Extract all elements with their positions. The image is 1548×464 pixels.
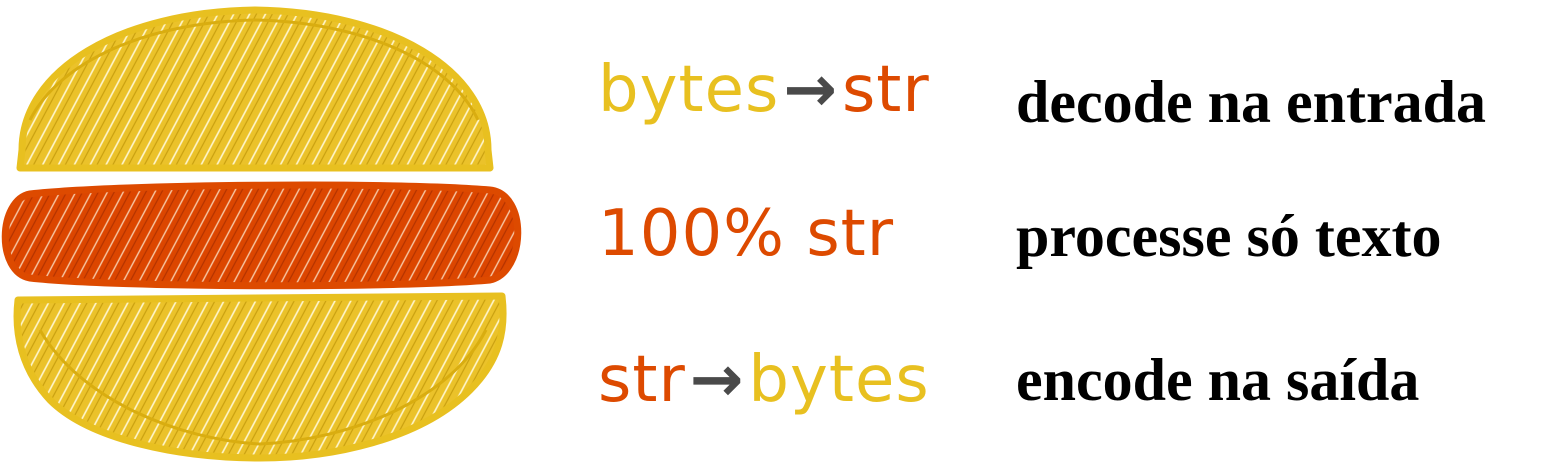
str-word: str — [598, 343, 686, 417]
bytes-word: bytes — [748, 343, 930, 417]
str-to-bytes-label: str→bytes — [598, 348, 930, 412]
str-word: str — [841, 53, 930, 127]
top-bun — [16, 6, 494, 172]
sandwich-icon — [1, 6, 522, 462]
encode-caption: encode na saída — [1016, 347, 1420, 413]
bottom-bun — [13, 292, 507, 462]
all-str-text: 100% str — [598, 197, 895, 271]
process-caption: processe só texto — [1016, 203, 1442, 269]
arrow-right-icon: → — [783, 53, 838, 127]
filling — [1, 181, 522, 290]
all-str-label: 100% str — [598, 202, 894, 266]
bytes-word: bytes — [598, 53, 780, 127]
decode-caption: decode na entrada — [1016, 69, 1486, 135]
arrow-right-icon: → — [689, 343, 745, 417]
bytes-to-str-label: bytes→str — [598, 58, 930, 122]
